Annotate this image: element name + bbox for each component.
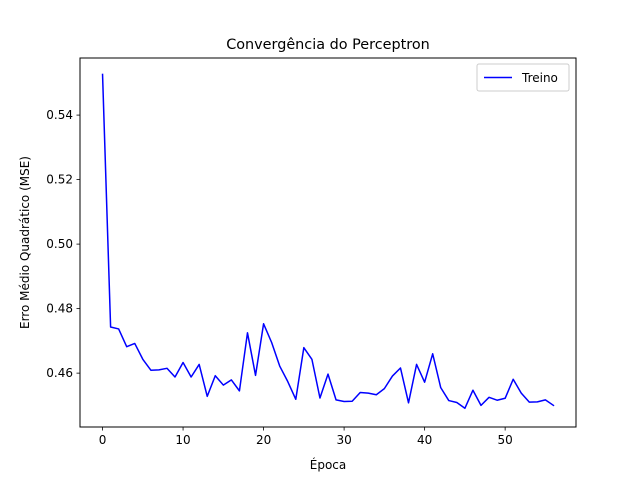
- plot-area-frame: [79, 57, 577, 428]
- x-tick-label: 30: [336, 433, 351, 447]
- y-tick-label: 0.54: [46, 108, 73, 122]
- y-tick-label: 0.46: [46, 366, 73, 380]
- y-axis-label: Erro Médio Quadrático (MSE): [18, 156, 32, 329]
- legend: Treino: [476, 63, 570, 92]
- series-line-treino: [101, 73, 555, 410]
- legend-label-treino: Treino: [521, 71, 558, 85]
- x-tick-label: 50: [498, 433, 513, 447]
- y-tick-label: 0.48: [46, 302, 73, 316]
- x-tick-label: 20: [256, 433, 271, 447]
- x-tick-label: 0: [99, 433, 107, 447]
- x-tick-label: 40: [417, 433, 432, 447]
- x-tick-label: 10: [175, 433, 190, 447]
- y-tick-label: 0.52: [46, 173, 73, 187]
- legend-box: [476, 63, 570, 92]
- y-tick-label: 0.50: [46, 237, 73, 251]
- chart-title: Convergência do Perceptron: [226, 37, 430, 53]
- x-axis-label: Época: [310, 457, 347, 472]
